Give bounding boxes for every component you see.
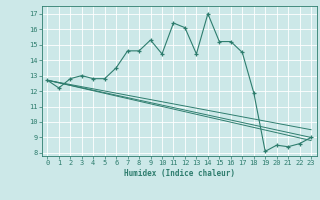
X-axis label: Humidex (Indice chaleur): Humidex (Indice chaleur)	[124, 169, 235, 178]
